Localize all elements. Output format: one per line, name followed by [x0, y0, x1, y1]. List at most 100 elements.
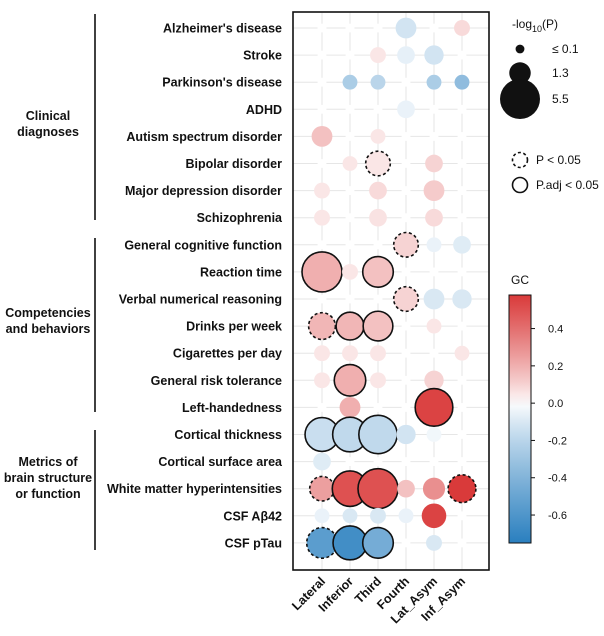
bubble-14-3 [401, 402, 411, 412]
bubble-15-4 [426, 427, 442, 442]
bubble-3-2 [373, 104, 383, 114]
bubble-17-0 [308, 475, 336, 502]
bubble-11-1 [335, 311, 365, 341]
bubble-4-4 [429, 131, 439, 141]
bubble-0-2 [373, 23, 383, 33]
bubble-13-1 [333, 363, 367, 397]
bubble-6-2 [369, 181, 387, 200]
bubble-5-5 [457, 159, 467, 168]
bubble-8-5 [453, 235, 471, 254]
group-label: brain structure [4, 471, 92, 485]
bubble-16-3 [401, 457, 411, 467]
row-label: Reaction time [200, 265, 282, 279]
dashed-outline-legend-label: P < 0.05 [536, 153, 581, 167]
row-label: Left-handedness [182, 401, 282, 415]
bubble-10-2 [373, 294, 383, 304]
size-legend-label: 5.5 [552, 92, 569, 106]
bubble-3-1 [345, 104, 355, 114]
bubble-11-3 [401, 321, 411, 331]
bubble-8-0 [317, 240, 327, 250]
bubble-3-0 [317, 104, 327, 114]
row-label: Autism spectrum disorder [126, 130, 282, 144]
bubble-6-0 [314, 182, 330, 199]
group-label: Competencies [5, 306, 90, 320]
bubble-14-1 [339, 396, 361, 418]
row-label: CSF pTau [225, 536, 282, 550]
bubble-8-2 [373, 240, 383, 250]
bubble-13-4 [424, 370, 444, 390]
size-legend-dot [515, 44, 525, 54]
row-label: White matter hyperintensities [107, 482, 282, 496]
colorbar-tick-label: -0.2 [548, 435, 567, 447]
solid-outline-legend-label: P.adj < 0.05 [536, 178, 599, 192]
bubble-18-0 [314, 508, 330, 524]
row-label: CSF Aβ42 [223, 509, 282, 523]
row-label: Parkinson's disease [162, 76, 282, 90]
bubble-8-4 [426, 237, 442, 253]
row-label: Cigarettes per day [173, 347, 282, 361]
bubble-6-1 [345, 186, 355, 196]
bubble-17-5 [447, 474, 477, 504]
row-label: Cortical surface area [158, 455, 283, 469]
bubble-1-0 [317, 50, 327, 60]
bubble-12-4 [429, 348, 439, 358]
bubble-9-4 [429, 267, 439, 277]
bubble-16-1 [345, 457, 355, 467]
bubble-15-2 [358, 414, 398, 455]
row-label: Major depression disorder [125, 184, 282, 198]
bubble-3-4 [429, 104, 439, 114]
bubble-5-2 [364, 150, 392, 177]
size-legend-dot [500, 79, 540, 119]
row-label: Stroke [243, 49, 282, 63]
bubble-2-0 [317, 77, 327, 87]
bubble-18-3 [398, 508, 414, 524]
bubble-10-5 [452, 289, 472, 309]
bubble-16-5 [457, 457, 467, 467]
bubble-17-3 [397, 479, 415, 498]
bubble-8-1 [345, 240, 355, 250]
bubble-19-4 [426, 534, 442, 551]
bubble-13-3 [401, 375, 411, 385]
bubble-2-2 [370, 74, 386, 90]
colorbar-tick-label: 0.0 [548, 398, 563, 410]
size-legend-label: ≤ 0.1 [552, 42, 579, 56]
solid-outline-legend-marker [511, 176, 529, 194]
bubble-11-0 [307, 311, 337, 341]
bubble-14-2 [373, 402, 383, 412]
bubble-8-3 [392, 231, 420, 258]
bubble-12-2 [370, 345, 386, 362]
bubble-1-5 [457, 50, 467, 60]
bubble-11-2 [362, 310, 394, 342]
bubble-9-1 [342, 263, 358, 280]
bubble-17-4 [422, 477, 446, 500]
bubble-18-4 [421, 503, 447, 529]
bubble-12-1 [342, 345, 358, 362]
group-label: or function [15, 487, 80, 501]
row-label: General risk tolerance [151, 374, 282, 388]
bubble-19-3 [401, 538, 411, 548]
bubble-10-4 [423, 288, 445, 310]
bubble-16-2 [373, 457, 383, 467]
bubble-5-4 [425, 154, 443, 173]
bubble-6-3 [401, 186, 411, 196]
bubble-11-5 [457, 321, 467, 331]
bubble-1-2 [370, 47, 386, 64]
bubble-17-2 [357, 467, 399, 510]
bubble-15-5 [457, 430, 467, 439]
bubble-3-5 [457, 104, 467, 114]
bubble-9-5 [457, 267, 467, 277]
bubble-0-3 [395, 17, 417, 39]
bubble-7-2 [369, 208, 387, 227]
bubble-1-1 [345, 50, 355, 60]
bubble-12-3 [401, 348, 411, 358]
bubble-5-0 [317, 159, 327, 168]
bubble-9-2 [361, 255, 395, 288]
bubble-0-4 [429, 23, 439, 33]
colorbar-title: GC [511, 273, 529, 287]
bubble-5-3 [401, 159, 411, 168]
bubble-7-3 [401, 213, 411, 223]
colorbar [508, 294, 532, 544]
bubble-9-0 [301, 251, 343, 293]
group-label: Clinical [26, 109, 70, 123]
